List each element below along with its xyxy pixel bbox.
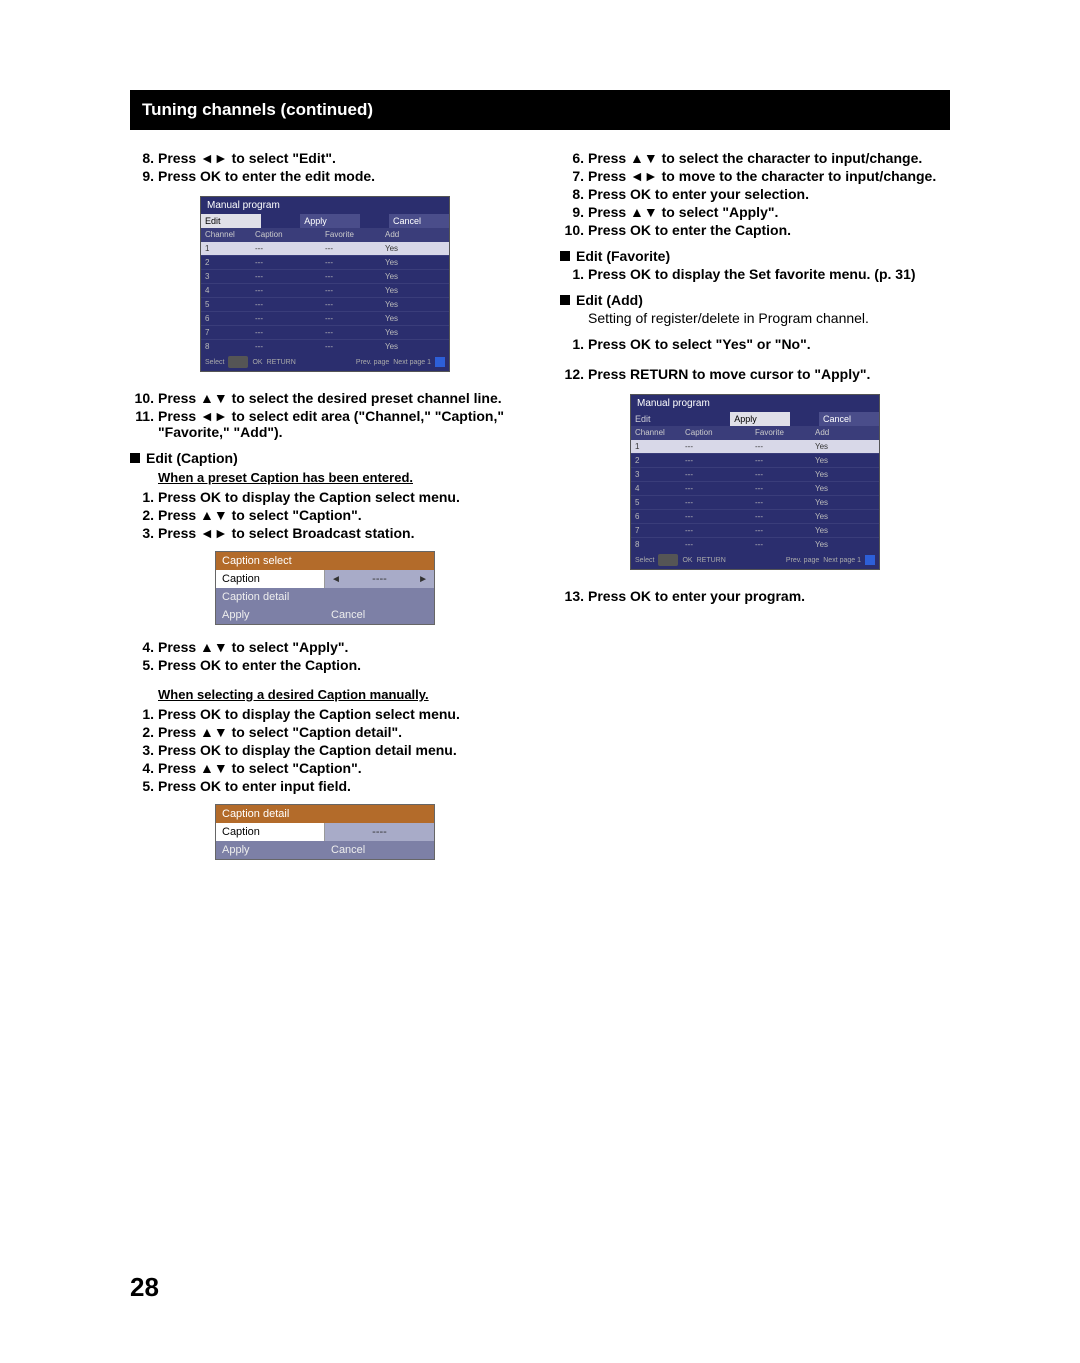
caption-step-3: 3.Press ◄► to select Broadcast station. [130,525,520,541]
caption-detail-row[interactable]: Caption detail [216,588,434,606]
caption-step-4: 4.Press ▲▼ to select "Apply". [130,639,520,655]
step-10: 10.Press ▲▼ to select the desired preset… [130,390,520,406]
manual-step-2: 2.Press ▲▼ to select "Caption detail". [130,724,520,740]
osd-apply-button[interactable]: Apply [300,214,360,228]
favorite-step-1: 1.Press OK to display the Set favorite m… [560,266,950,282]
osd-row[interactable]: 6------Yes [631,509,879,523]
manual-step-5: 5.Press OK to enter input field. [130,778,520,794]
nav-icon [658,554,678,566]
caption-step-1: 1.Press OK to display the Caption select… [130,489,520,505]
square-icon [130,453,140,463]
step-13: 13.Press OK to enter your program. [560,588,950,604]
manual-step-3: 3.Press OK to display the Caption detail… [130,742,520,758]
left-arrow-icon: ◄ [331,574,341,585]
section-header: Tuning channels (continued) [130,90,950,130]
edit-add-head: Edit (Add) [560,292,950,308]
manual-program-osd-2: Manual program Edit Apply Cancel Channel… [630,394,880,570]
osd-row[interactable]: 8------Yes [631,537,879,551]
osd-footer: Select OK RETURN Prev. page Next page 1 [631,551,879,569]
right-arrow-icon: ► [418,574,428,585]
osd-row[interactable]: 4------Yes [201,283,449,297]
caption-detail-label: Caption [216,823,325,841]
step-9: 9.Press OK to enter the edit mode. [130,168,520,184]
nav-icon [228,356,248,368]
manual-step-1: 1.Press OK to display the Caption select… [130,706,520,722]
osd-row[interactable]: 4------Yes [631,481,879,495]
caption-value-field[interactable]: ◄ ---- ► [325,570,434,588]
step-r9: 9.Press ▲▼ to select "Apply". [560,204,950,220]
osd-edit-button[interactable]: Edit [631,412,691,426]
blue-button-icon [435,357,445,367]
caption-apply-button[interactable]: Apply [216,606,325,624]
step-r6: 6.Press ▲▼ to select the character to in… [560,150,950,166]
add-step-1: 1.Press OK to select "Yes" or "No". [560,336,950,352]
osd-apply-button[interactable]: Apply [730,412,790,426]
manual-program-osd-1: Manual program Edit Apply Cancel Channel… [200,196,450,372]
caption-select-osd: Caption select Caption ◄ ---- ► Caption … [215,551,435,625]
edit-add-note: Setting of register/delete in Program ch… [588,310,950,326]
osd-row[interactable]: 7------Yes [201,325,449,339]
square-icon [560,295,570,305]
step-r7: 7.Press ◄► to move to the character to i… [560,168,950,184]
left-column: 8.Press ◄► to select "Edit". 9.Press OK … [130,148,520,874]
blue-button-icon [865,555,875,565]
caption-detail-title: Caption detail [216,805,434,823]
right-column: 6.Press ▲▼ to select the character to in… [560,148,950,874]
osd-row[interactable]: 1------Yes [201,241,449,255]
step-8: 8.Press ◄► to select "Edit". [130,150,520,166]
caption-detail-osd: Caption detail Caption ---- Apply Cancel [215,804,435,860]
osd-row[interactable]: 2------Yes [631,453,879,467]
caption-select-title: Caption select [216,552,434,570]
caption-detail-cancel-button[interactable]: Cancel [325,841,434,859]
square-icon [560,251,570,261]
osd-cancel-button[interactable]: Cancel [819,412,879,426]
osd-row[interactable]: 1------Yes [631,439,879,453]
osd-row[interactable]: 2------Yes [201,255,449,269]
osd-rows: 1------Yes 2------Yes 3------Yes 4------… [201,241,449,353]
step-12: 12.Press RETURN to move cursor to "Apply… [560,366,950,382]
osd-column-headers: Channel Caption Favorite Add [201,228,449,241]
osd-column-headers: Channel Caption Favorite Add [631,426,879,439]
osd-row[interactable]: 6------Yes [201,311,449,325]
edit-favorite-head: Edit (Favorite) [560,248,950,264]
preset-caption-note: When a preset Caption has been entered. [158,470,520,485]
page-number: 28 [130,1272,159,1303]
osd-row[interactable]: 8------Yes [201,339,449,353]
caption-label: Caption [216,570,325,588]
caption-step-2: 2.Press ▲▼ to select "Caption". [130,507,520,523]
osd-rows: 1------Yes 2------Yes 3------Yes 4------… [631,439,879,551]
step-11: 11.Press ◄► to select edit area ("Channe… [130,408,520,440]
osd-row[interactable]: 7------Yes [631,523,879,537]
osd-footer: Select OK RETURN Prev. page Next page 1 [201,353,449,371]
osd-title: Manual program [631,395,879,412]
step-r10: 10.Press OK to enter the Caption. [560,222,950,238]
caption-step-5: 5.Press OK to enter the Caption. [130,657,520,673]
osd-row[interactable]: 3------Yes [201,269,449,283]
edit-caption-head: Edit (Caption) [130,450,520,466]
osd-row[interactable]: 5------Yes [631,495,879,509]
osd-edit-button[interactable]: Edit [201,214,261,228]
caption-detail-value-field[interactable]: ---- [325,823,434,841]
osd-title: Manual program [201,197,449,214]
manual-step-4: 4.Press ▲▼ to select "Caption". [130,760,520,776]
caption-detail-apply-button[interactable]: Apply [216,841,325,859]
step-r8: 8.Press OK to enter your selection. [560,186,950,202]
osd-cancel-button[interactable]: Cancel [389,214,449,228]
manual-caption-note: When selecting a desired Caption manuall… [158,687,520,702]
caption-cancel-button[interactable]: Cancel [325,606,434,624]
osd-row[interactable]: 3------Yes [631,467,879,481]
osd-row[interactable]: 5------Yes [201,297,449,311]
